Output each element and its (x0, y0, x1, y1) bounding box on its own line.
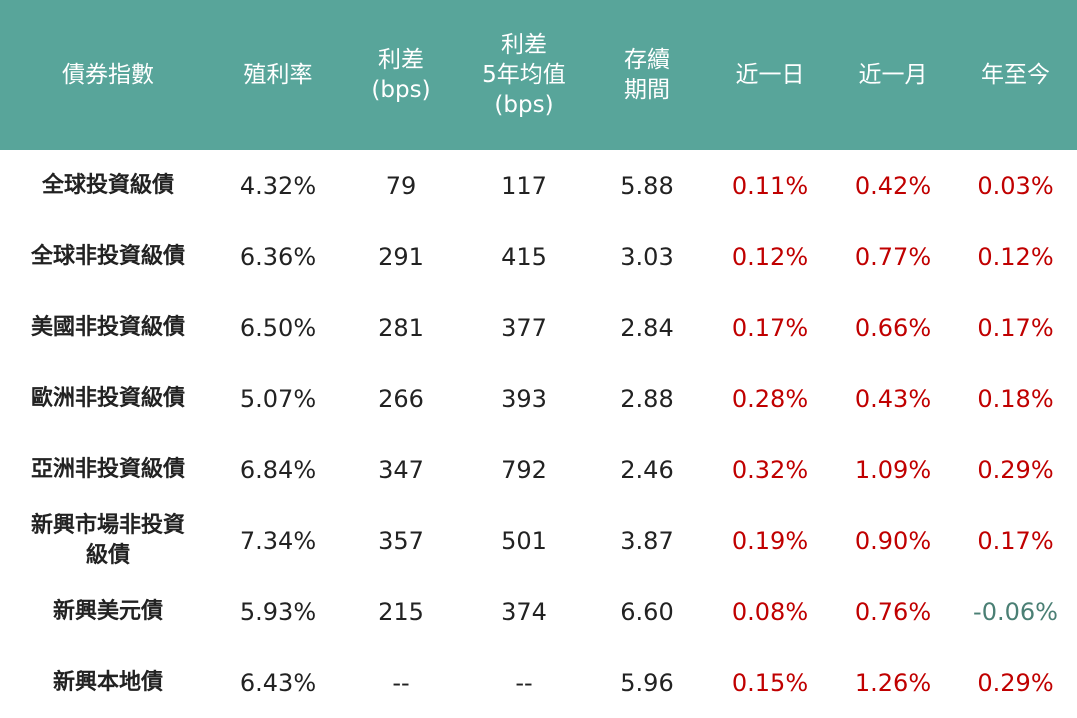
duration-cell: 5.96 (620, 668, 674, 697)
1m-cell: 1.09% (854, 455, 932, 484)
table-row: 全球非投資級債 6.36% 291 415 3.03 0.12% 0.77% 0.12% (0, 221, 1077, 292)
header-duration: 存續 期間 (586, 0, 708, 150)
yield-cell: 4.32% (239, 171, 317, 200)
duration-cell: 2.84 (620, 313, 674, 342)
ytd-cell: 0.18% (977, 384, 1054, 413)
spread-5y-avg-cell: 792 (501, 455, 547, 484)
duration-cell: 2.46 (620, 455, 674, 484)
ytd-cell: 0.17% (977, 313, 1054, 342)
table-row: 歐洲非投資級債 5.07% 266 393 2.88 0.28% 0.43% 0.18% (0, 363, 1077, 434)
spread-cell: -- (392, 668, 410, 697)
spread-5y-avg-cell: 393 (501, 384, 547, 413)
1m-cell: 0.90% (854, 526, 932, 555)
duration-cell: 3.03 (620, 242, 674, 271)
1d-cell: 0.11% (731, 171, 809, 200)
yield-cell: 6.50% (239, 313, 317, 342)
header-bond-index: 債券指數 (0, 0, 216, 150)
ytd-cell: 0.12% (977, 242, 1054, 271)
bond-name-cell: 歐洲非投資級債 (30, 385, 185, 411)
1d-cell: 0.28% (731, 384, 809, 413)
spread-cell: 291 (378, 242, 424, 271)
1d-cell: 0.12% (731, 242, 809, 271)
duration-cell: 3.87 (620, 526, 674, 555)
spread-cell: 281 (378, 313, 424, 342)
bond-name-cell: 全球非投資級債 (30, 243, 185, 269)
spread-5y-avg-cell: -- (515, 668, 533, 697)
ytd-cell: 0.17% (977, 526, 1054, 555)
1m-cell: 0.66% (854, 313, 932, 342)
spread-cell: 266 (378, 384, 424, 413)
header-1d: 近一日 (708, 0, 832, 150)
bond-name-cell: 亞洲非投資級債 (30, 456, 185, 482)
yield-cell: 6.43% (239, 668, 317, 697)
duration-cell: 2.88 (620, 384, 674, 413)
bond-name-cell: 美國非投資級債 (30, 314, 185, 340)
table-row: 新興本地債 6.43% -- -- 5.96 0.15% 1.26% 0.29% (0, 647, 1077, 718)
spread-cell: 215 (378, 597, 424, 626)
bond-name-cell: 新興本地債 (52, 669, 163, 695)
spread-5y-avg-cell: 374 (501, 597, 547, 626)
spread-5y-avg-cell: 415 (501, 242, 547, 271)
spread-5y-avg-cell: 377 (501, 313, 547, 342)
1d-cell: 0.08% (731, 597, 809, 626)
spread-cell: 347 (378, 455, 424, 484)
duration-cell: 5.88 (620, 171, 674, 200)
bond-name-cell: 新興市場非投資 級債 (30, 512, 185, 568)
1d-cell: 0.19% (731, 526, 809, 555)
yield-cell: 6.84% (239, 455, 317, 484)
table-row: 新興美元債 5.93% 215 374 6.60 0.08% 0.76% -0.06% (0, 576, 1077, 647)
ytd-cell: -0.06% (973, 597, 1058, 626)
1m-cell: 0.43% (854, 384, 932, 413)
1m-cell: 0.42% (854, 171, 932, 200)
1m-cell: 0.76% (854, 597, 932, 626)
header-ytd: 年至今 (954, 0, 1077, 150)
duration-cell: 6.60 (620, 597, 674, 626)
bond-name-cell: 新興美元債 (52, 598, 163, 624)
spread-cell: 357 (378, 526, 424, 555)
1m-cell: 1.26% (854, 668, 932, 697)
table-row: 全球投資級債 4.32% 79 117 5.88 0.11% 0.42% 0.03% (0, 150, 1077, 221)
yield-cell: 6.36% (239, 242, 317, 271)
yield-cell: 5.93% (239, 597, 317, 626)
header-yield: 殖利率 (216, 0, 340, 150)
header-1m: 近一月 (832, 0, 954, 150)
1m-cell: 0.77% (854, 242, 932, 271)
1d-cell: 0.32% (731, 455, 809, 484)
table-row: 亞洲非投資級債 6.84% 347 792 2.46 0.32% 1.09% 0.29% (0, 434, 1077, 505)
header-row: 債券指數 殖利率 利差 (bps) 利差 5年均值 (bps) 存續 期間 近一日 近一月 年至今 (0, 0, 1077, 150)
table-row: 美國非投資級債 6.50% 281 377 2.84 0.17% 0.66% 0.17% (0, 292, 1077, 363)
1d-cell: 0.15% (731, 668, 809, 697)
ytd-cell: 0.29% (977, 668, 1054, 697)
ytd-cell: 0.29% (977, 455, 1054, 484)
yield-cell: 7.34% (239, 526, 317, 555)
spread-5y-avg-cell: 501 (501, 526, 547, 555)
yield-cell: 5.07% (239, 384, 317, 413)
ytd-cell: 0.03% (977, 171, 1054, 200)
header-spread-5y-avg: 利差 5年均值 (bps) (462, 0, 586, 150)
header-spread: 利差 (bps) (340, 0, 462, 150)
bond-name-cell: 全球投資級債 (41, 172, 174, 198)
table-row: 新興市場非投資 級債 7.34% 357 501 3.87 0.19% 0.90% 0.17% (0, 505, 1077, 576)
1d-cell: 0.17% (731, 313, 809, 342)
spread-5y-avg-cell: 117 (501, 171, 547, 200)
spread-cell: 79 (385, 171, 417, 200)
